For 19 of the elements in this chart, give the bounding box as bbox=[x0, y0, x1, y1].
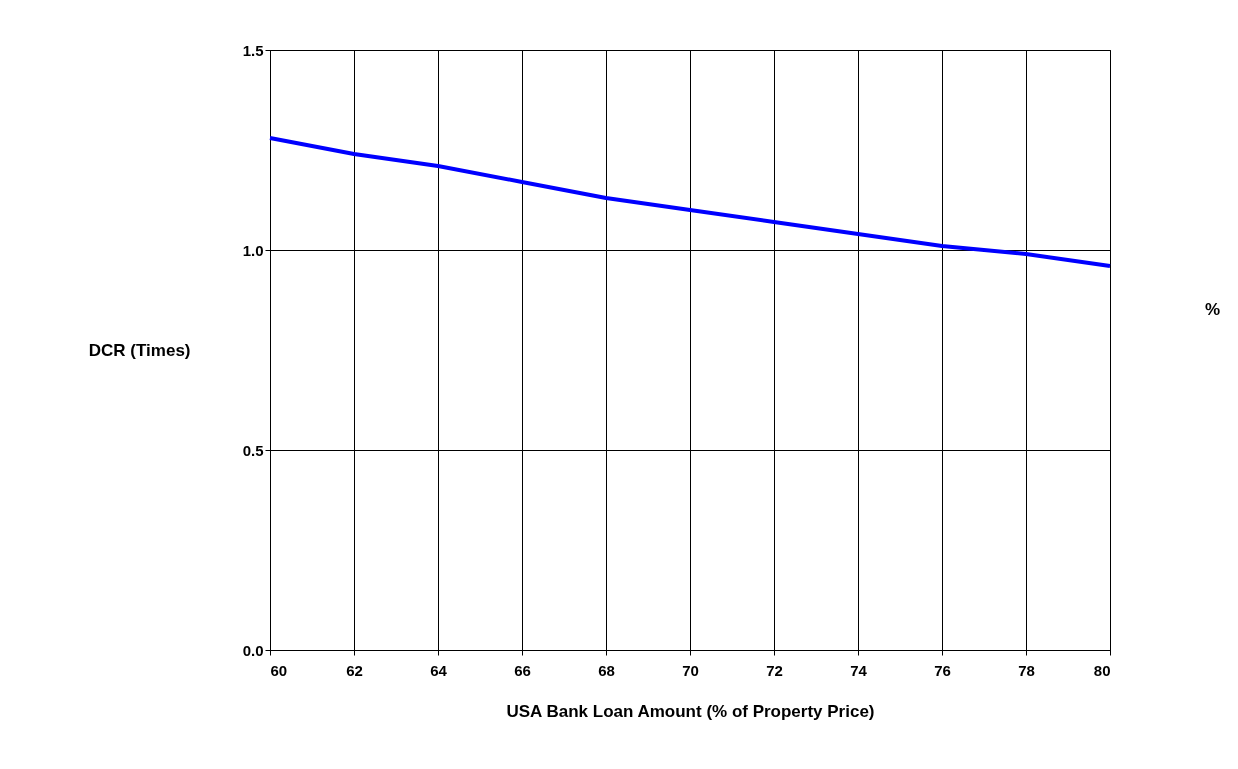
y-tick-label: 0.5 bbox=[242, 441, 264, 459]
text: % bbox=[1205, 300, 1221, 320]
x-tick-label: 72 bbox=[766, 661, 783, 679]
x-tick-label: 80 bbox=[1093, 661, 1111, 679]
x-tick-label: 64 bbox=[430, 661, 448, 679]
x-tick-label: 66 bbox=[514, 661, 531, 679]
x-tick-label: 78 bbox=[1018, 661, 1035, 679]
x-axis-title: USA Bank Loan Amount (% of Property Price) bbox=[506, 701, 875, 721]
y-tick-label: 1.0 bbox=[242, 241, 264, 259]
y-tick-label: 0.0 bbox=[242, 641, 264, 659]
x-tick-label: 62 bbox=[346, 661, 363, 679]
y-tick-label: 1.5 bbox=[242, 41, 264, 59]
x-tick-label: 60 bbox=[270, 661, 288, 679]
x-tick-label: 68 bbox=[598, 661, 615, 679]
x-tick-label: 74 bbox=[850, 661, 868, 679]
line-series bbox=[268, 136, 1112, 268]
y-axis-title: DCR (Times) bbox=[88, 340, 191, 360]
x-tick-label: 76 bbox=[934, 661, 951, 679]
x-tick-label: 70 bbox=[682, 661, 699, 679]
